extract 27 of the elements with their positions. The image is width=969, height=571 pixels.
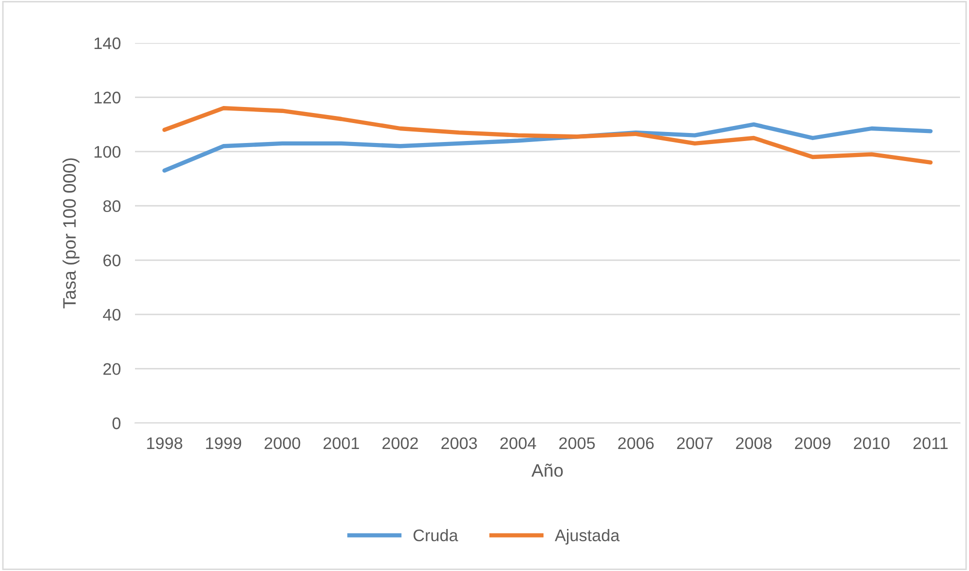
x-tick-label: 2010 <box>854 437 890 450</box>
y-tick-label: 100 <box>94 146 120 158</box>
x-tick-label: 2003 <box>441 437 477 450</box>
x-tick-label: 2000 <box>264 437 300 450</box>
x-tick-label: 2008 <box>736 437 772 450</box>
y-tick-label: 60 <box>103 254 120 266</box>
y-axis-title: Tasa (por 100 000) <box>62 158 80 308</box>
y-tick-label: 40 <box>102 308 120 321</box>
legend-label: Cruda <box>414 529 458 542</box>
y-tick-label: 0 <box>112 417 120 430</box>
x-tick-label: 2001 <box>324 437 359 450</box>
x-tick-label: 2002 <box>382 437 418 450</box>
legend-label: Ajustada <box>554 529 620 545</box>
x-tick-label: 1999 <box>206 437 242 450</box>
y-tick-label: 20 <box>103 363 120 375</box>
x-tick-label: 2004 <box>500 437 536 450</box>
y-tick-label: 140 <box>94 37 120 50</box>
x-tick-label: 2011 <box>913 437 948 450</box>
x-axis-title: Año <box>531 464 563 477</box>
x-tick-label: 2007 <box>677 437 713 450</box>
y-tick-label: 80 <box>103 200 120 212</box>
x-tick-label: 2009 <box>794 437 830 450</box>
line-series <box>162 106 933 165</box>
x-tick-label: 2006 <box>618 437 654 450</box>
y-tick-label: 120 <box>94 92 120 104</box>
x-tick-label: 1998 <box>147 437 182 450</box>
x-tick-label: 2005 <box>559 437 595 450</box>
